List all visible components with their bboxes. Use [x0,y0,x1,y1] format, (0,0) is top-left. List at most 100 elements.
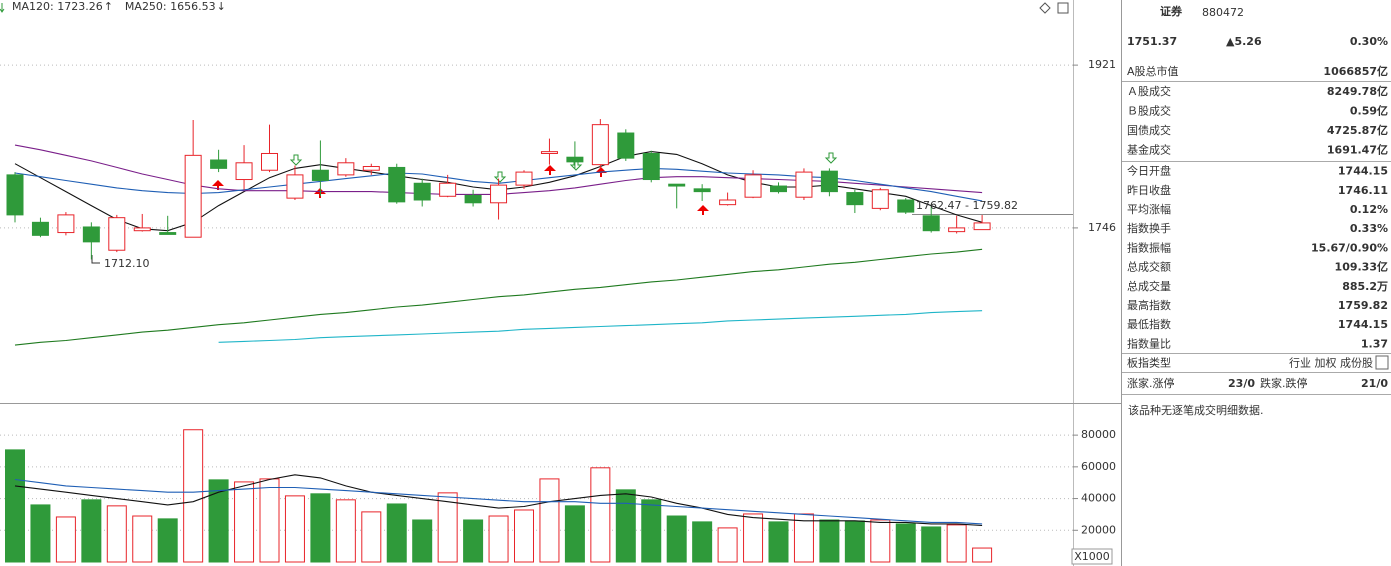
row-label: 平均涨幅 [1127,203,1171,216]
candle-body [719,199,737,206]
legend-trend: ↑ [104,0,113,13]
volume-bar [844,520,865,563]
volume-bar [106,505,127,563]
candle-body [235,162,253,181]
row-value: 1691.47亿 [1327,142,1388,156]
row-value: 1.37 [1361,337,1388,350]
volume-bar [743,513,764,563]
y-tick-label: 40000 [1081,492,1116,505]
row-value: 1759.82 [1338,299,1388,312]
ma-line [14,474,983,527]
candle-body [6,174,24,216]
volume-bar [132,515,153,563]
candle-body [108,217,126,251]
candle-body [948,227,966,233]
candle-body [362,166,380,171]
draw-tool-icon[interactable] [1039,2,1051,14]
volume-bar [463,519,484,563]
row-value: 0.59亿 [1350,103,1388,117]
legend-label: MA120: 1723.26 [12,0,103,13]
ma-line [14,248,983,346]
y-tick-label: 60000 [1081,460,1116,473]
row-value: 1066857亿 [1323,64,1388,78]
legend-label: MA250: 1656.53 [125,0,216,13]
candle-body [184,154,202,238]
row-label: Ｂ股成交 [1127,103,1171,117]
y-tick-label: 80000 [1081,428,1116,441]
volume-bar [615,489,636,563]
candle-body [693,188,711,193]
candle-body [540,151,558,154]
candle-body [490,184,508,204]
row-value: 0.33% [1350,222,1388,235]
volume-bar [437,492,458,563]
row-label: 板指类型 [1127,356,1171,370]
volume-bar [284,495,305,563]
row-value: 1744.15 [1338,165,1388,178]
volume-bar [208,479,229,563]
volume-bar [386,503,407,563]
breadth-label: 涨家.涨停 [1127,376,1175,390]
y-tick-label: 1746 [1088,221,1116,234]
volume-bar [946,524,967,563]
row-label: 指数振幅 [1127,240,1171,254]
candle-body [464,194,482,204]
volume-bar [641,499,662,563]
volume-bar [972,547,993,563]
range-annotation: 1762.47 - 1759.82 [916,199,1018,212]
volume-bar [361,511,382,563]
volume-bar [870,519,891,563]
change-pct: 0.30% [1350,35,1388,48]
legend-trend: ↓ [217,0,226,13]
volume-bar [819,519,840,563]
volume-bar [335,499,356,563]
row-label: 今日开盘 [1127,164,1171,178]
candle-body [261,152,278,171]
legend-menu-icon[interactable] [0,3,5,13]
panel-code: 880472 [1202,6,1244,19]
row-label: 总成交额 [1127,260,1171,274]
row-value: 4725.87亿 [1327,123,1388,137]
volume-bar [488,515,509,563]
candle-body [57,214,75,234]
candle-body [82,226,100,243]
volume-bar [921,526,942,563]
window-icon[interactable] [1057,2,1069,14]
row-value: 885.2万 [1342,280,1388,293]
volume-bar [564,505,585,563]
volume-bar [234,481,255,563]
type-icon[interactable] [1375,355,1389,370]
unit-label: X1000 [1074,550,1110,563]
low-pointer [91,255,100,264]
row-label: 最低指数 [1127,317,1171,331]
candle-body [133,227,151,232]
y-tick-label: 20000 [1081,523,1116,536]
row-value: 8249.78亿 [1327,84,1388,98]
row-value: 15.67/0.90% [1311,241,1388,254]
candle-body [388,166,406,203]
row-value: 109.33亿 [1335,260,1388,274]
volume-bar [590,467,611,563]
row-label: 指数量比 [1127,336,1171,350]
volume-bar [692,521,713,563]
volume-bar [412,519,433,563]
candle-body [922,215,940,232]
row-label: 总成交量 [1127,279,1171,293]
panel-note: 该品种无逐笔成交明细数据. [1128,403,1264,417]
candle-body [744,174,762,198]
unit-box [1071,548,1113,565]
panel-title: 证券 [1160,4,1183,18]
candle-body [973,222,991,231]
candle-body [820,170,838,193]
row-label: 最高指数 [1127,298,1171,312]
candle-body [311,169,329,181]
candle-body [413,182,431,201]
candle-body [566,156,584,163]
candle-body [286,174,304,199]
row-value: 0.12% [1350,203,1388,216]
ma-line [14,478,983,525]
candle-body [871,189,889,209]
volume-bar [30,504,51,563]
